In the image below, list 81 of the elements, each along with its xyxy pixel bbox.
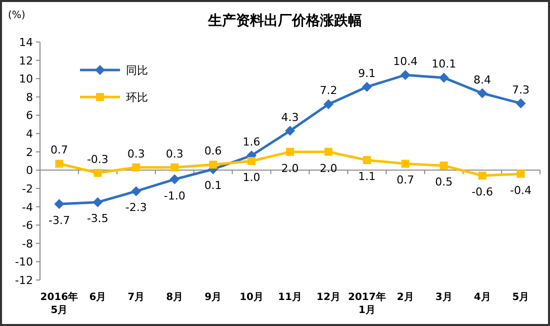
data-label: 7.2 bbox=[320, 84, 338, 98]
data-label: -1.0 bbox=[164, 189, 186, 202]
data-label: 0.1 bbox=[204, 179, 222, 192]
point bbox=[55, 160, 64, 168]
data-label: 1.6 bbox=[242, 136, 260, 149]
point bbox=[209, 160, 218, 169]
point bbox=[285, 126, 295, 136]
data-label: 7.3 bbox=[512, 83, 530, 96]
data-label: -3.7 bbox=[48, 214, 70, 228]
data-label: 0.7 bbox=[50, 144, 68, 157]
point bbox=[92, 197, 103, 208]
data-label: 4.3 bbox=[281, 110, 299, 124]
legend-label: 同比 bbox=[126, 64, 148, 77]
point bbox=[324, 148, 332, 156]
x-tick-label: 4月 bbox=[474, 292, 491, 303]
data-label: -0.3 bbox=[86, 152, 108, 166]
point bbox=[170, 174, 180, 184]
data-label: 0.7 bbox=[396, 174, 414, 187]
x-tick-label: 5月 bbox=[512, 292, 530, 303]
data-label: 2.0 bbox=[281, 162, 299, 175]
y-tick-label: 14 bbox=[19, 36, 33, 49]
y-axis-title: (%) bbox=[8, 10, 26, 21]
y-tick-label: 10 bbox=[19, 72, 33, 86]
point bbox=[362, 156, 371, 164]
point bbox=[132, 163, 140, 172]
x-tick-label: 7月 bbox=[128, 292, 145, 303]
point bbox=[516, 170, 525, 178]
y-tick-label: -4 bbox=[22, 200, 33, 214]
data-label: 0.5 bbox=[435, 176, 453, 189]
data-label: 8.4 bbox=[474, 73, 492, 86]
y-tick-label: -8 bbox=[22, 237, 33, 250]
point bbox=[400, 70, 410, 80]
point bbox=[54, 199, 64, 210]
point bbox=[438, 72, 449, 83]
data-label: 0.3 bbox=[166, 147, 184, 160]
y-tick-label: -10 bbox=[15, 256, 33, 269]
x-tick-label: 8月 bbox=[166, 292, 184, 303]
x-tick-label: 2月 bbox=[396, 292, 414, 303]
x-tick-label: 10月 bbox=[240, 292, 264, 303]
point bbox=[362, 82, 372, 92]
point bbox=[477, 88, 488, 98]
x-tick-label: 2017年 1月 bbox=[348, 291, 386, 316]
point bbox=[323, 99, 334, 110]
point bbox=[401, 160, 410, 168]
data-label: 2.0 bbox=[320, 162, 338, 175]
point bbox=[248, 157, 256, 165]
y-tick-label: -2 bbox=[22, 182, 33, 196]
x-tick-label: 12月 bbox=[316, 292, 340, 303]
data-label: -2.3 bbox=[125, 201, 147, 214]
data-label: -0.4 bbox=[510, 184, 532, 197]
data-label: 1.1 bbox=[358, 170, 376, 184]
x-tick-label: 3月 bbox=[435, 292, 452, 303]
data-label: 0.6 bbox=[204, 144, 222, 158]
data-label: 10.1 bbox=[432, 58, 456, 71]
data-label: -3.5 bbox=[86, 212, 108, 226]
y-tick-label: -12 bbox=[15, 274, 33, 287]
y-tick-label: 12 bbox=[19, 54, 33, 68]
point bbox=[94, 168, 102, 177]
point bbox=[440, 162, 448, 170]
data-label: 10.4 bbox=[393, 54, 418, 68]
chart-title: 生产资料出厂价格涨跌幅 bbox=[207, 12, 362, 29]
point bbox=[516, 98, 526, 108]
data-label: -0.6 bbox=[472, 186, 494, 199]
y-tick-label: -6 bbox=[22, 219, 33, 232]
point bbox=[170, 163, 179, 172]
point bbox=[131, 186, 142, 196]
x-tick-label: 9月 bbox=[204, 292, 222, 303]
y-tick-label: 6 bbox=[26, 109, 33, 122]
point bbox=[478, 172, 486, 180]
data-label: 9.1 bbox=[358, 66, 376, 80]
x-tick-label: 2016年 5月 bbox=[40, 291, 78, 316]
y-tick-label: 0 bbox=[26, 164, 33, 178]
y-tick-label: 2 bbox=[26, 146, 33, 159]
point bbox=[286, 148, 294, 156]
data-label: 0.3 bbox=[127, 147, 145, 160]
legend-label: 环比 bbox=[126, 91, 148, 104]
x-tick-label: 11月 bbox=[278, 292, 302, 303]
y-tick-label: 4 bbox=[26, 128, 33, 141]
y-tick-label: 8 bbox=[26, 90, 33, 104]
x-tick-label: 6月 bbox=[89, 292, 106, 303]
data-label: 1.0 bbox=[242, 171, 260, 184]
